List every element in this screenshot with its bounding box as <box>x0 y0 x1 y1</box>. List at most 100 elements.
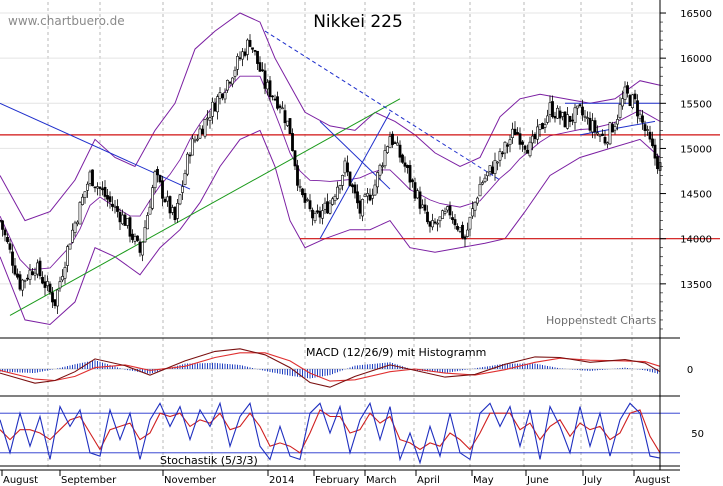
candle-body <box>276 96 279 109</box>
candle-body <box>116 206 119 212</box>
candle-body <box>491 166 494 174</box>
candle-body <box>336 186 339 199</box>
candle-body <box>606 142 609 145</box>
candle-body <box>156 169 159 176</box>
candle-body <box>578 104 582 106</box>
candle-body <box>646 129 649 131</box>
macd-label: MACD (12/26/9) mit Histogramm <box>306 346 486 359</box>
candle-body <box>168 196 172 214</box>
candle-body <box>288 118 292 135</box>
candle-body <box>436 222 439 225</box>
candle-body <box>241 51 244 60</box>
candle-body <box>161 180 164 199</box>
candle-body <box>271 95 274 98</box>
candle-body <box>46 281 49 286</box>
candle-body <box>173 206 177 221</box>
candle-body <box>448 205 452 216</box>
candle-body <box>398 144 402 158</box>
candle-body <box>548 102 552 115</box>
candle-body <box>396 142 399 146</box>
candle-body <box>493 160 497 174</box>
x-label-2: November <box>164 475 217 486</box>
candle-body <box>343 160 347 174</box>
candle-body <box>56 289 59 307</box>
candle-body <box>256 50 259 64</box>
bollinger-lower <box>0 129 661 326</box>
candle-body <box>81 196 84 205</box>
candle-body <box>291 133 294 151</box>
candle-body <box>13 265 17 275</box>
candle-body <box>21 279 24 291</box>
candle-body <box>558 110 562 119</box>
candle-body <box>533 133 537 140</box>
candle-body <box>23 279 27 282</box>
candle-body <box>416 190 419 199</box>
candle-body <box>53 299 57 306</box>
candle-body <box>111 203 114 207</box>
candle-body <box>633 93 637 100</box>
grid <box>0 2 660 470</box>
x-label-5: March <box>366 475 396 486</box>
candle-body <box>31 271 34 276</box>
x-label-1: September <box>61 475 117 486</box>
candle-body <box>308 200 312 210</box>
candle-body <box>61 276 64 281</box>
candle-body <box>93 186 97 189</box>
candle-body <box>193 139 197 142</box>
candle-body <box>8 243 12 250</box>
candle-body <box>228 81 232 84</box>
x-label-3: 2014 <box>269 475 294 486</box>
candle-body <box>353 184 357 194</box>
candle-body <box>36 262 39 275</box>
candle-body <box>326 201 329 214</box>
y-axis-ticks: 13500 14000 14500 15000 15500 16000 16500 0 50 <box>660 9 712 440</box>
candle-body <box>626 85 629 94</box>
candle-body <box>423 204 427 211</box>
candle-body <box>366 193 369 197</box>
candle-body <box>273 98 277 101</box>
candle-body <box>66 246 69 266</box>
candle-body <box>233 69 237 77</box>
candle-body <box>518 133 522 145</box>
candle-body <box>426 211 429 223</box>
candle-body <box>528 141 532 157</box>
candle-body <box>543 124 547 128</box>
candle-body <box>223 92 227 100</box>
candle-body <box>73 222 77 233</box>
candle-body <box>621 98 624 107</box>
candle-body <box>601 133 604 136</box>
price-tick-3: 15000 <box>680 144 712 155</box>
candle-body <box>376 172 379 188</box>
candle-body <box>163 198 167 203</box>
candle-body <box>231 77 234 85</box>
candle-body <box>613 126 617 131</box>
candle-body <box>188 154 192 157</box>
price-tick-6: 16500 <box>680 9 712 20</box>
trendline-0 <box>0 102 191 190</box>
candle-body <box>571 119 574 122</box>
candle-body <box>378 164 382 176</box>
candle-body <box>408 165 412 183</box>
candle-body <box>253 49 257 52</box>
candle-body <box>96 186 99 189</box>
candle-body <box>321 210 324 219</box>
macd-line <box>0 348 661 388</box>
candle-body <box>33 272 37 276</box>
candle-body <box>146 215 149 230</box>
candle-body <box>243 51 247 56</box>
candle-body <box>591 120 594 133</box>
candle-body <box>438 216 442 222</box>
candle-body <box>136 235 139 241</box>
candle-body <box>88 171 92 184</box>
candle-body <box>328 202 332 214</box>
candle-body <box>563 111 567 128</box>
candle-body <box>403 162 407 167</box>
candle-body <box>158 175 162 183</box>
candle-body <box>583 115 587 118</box>
candle-body <box>636 100 639 117</box>
candle-body <box>43 281 47 288</box>
candle-body <box>521 141 524 145</box>
price-tick-5: 16000 <box>680 54 712 65</box>
candle-body <box>113 205 117 208</box>
